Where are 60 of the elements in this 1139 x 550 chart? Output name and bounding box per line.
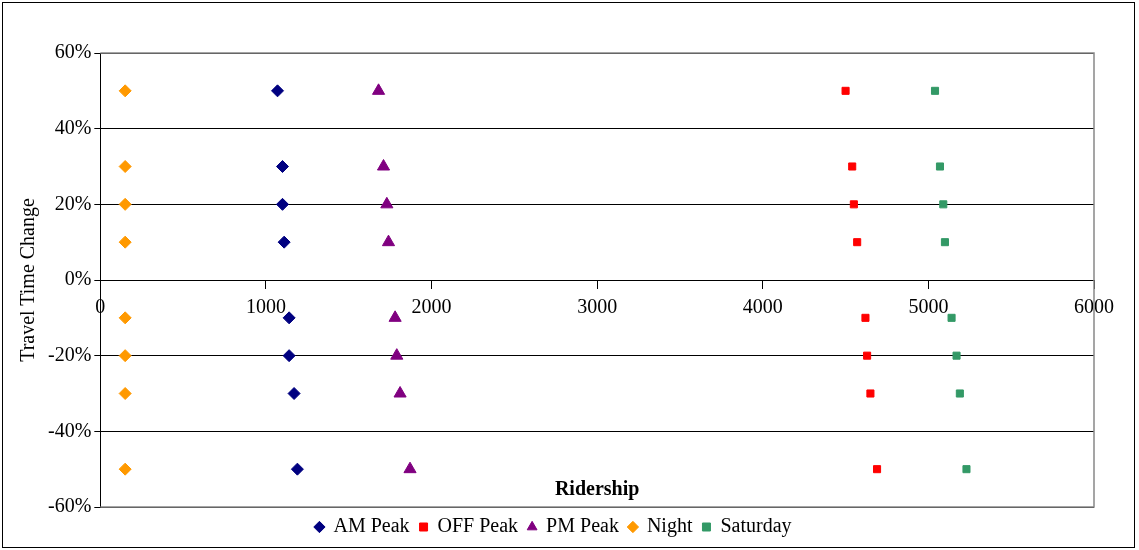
point [947, 313, 956, 322]
x-tick-label: 1000 [245, 295, 286, 318]
point [287, 387, 301, 400]
point [955, 389, 964, 398]
point [282, 349, 296, 363]
x-tick-label: 6000 [1074, 295, 1114, 318]
point [939, 200, 948, 209]
legend-label: Saturday [720, 514, 792, 538]
point [866, 389, 875, 398]
point [873, 465, 882, 474]
point [935, 162, 945, 171]
y-axis-title: Travel Time Change [16, 198, 40, 362]
point [849, 200, 858, 209]
point [962, 465, 971, 474]
point [118, 160, 132, 173]
point [277, 235, 291, 249]
point [118, 462, 132, 476]
legend-label: Night [646, 514, 693, 538]
y-tick-label: -40% [47, 418, 92, 441]
legend-label: PM Peak [546, 514, 619, 537]
y-tick-label: 0% [64, 267, 92, 290]
point [271, 84, 285, 98]
point [863, 351, 872, 360]
point [390, 348, 404, 360]
y-tick-label: 40% [54, 115, 92, 138]
point [930, 86, 940, 95]
point [118, 311, 132, 325]
x-tick-label: 5000 [908, 295, 949, 318]
x-tick-label: 2000 [411, 295, 452, 318]
x-tick-label: 3000 [577, 295, 618, 318]
point [118, 349, 132, 363]
point [861, 313, 870, 322]
legend-label: AM Peak [333, 514, 410, 537]
point [940, 238, 949, 247]
point [381, 234, 396, 247]
point [282, 311, 296, 325]
point [118, 387, 132, 400]
legend-label: OFF Peak [437, 514, 519, 537]
y-tick-label: -60% [47, 494, 92, 517]
point [388, 310, 402, 322]
point [276, 197, 289, 211]
point [118, 197, 132, 211]
y-tick-label: -20% [47, 342, 92, 365]
x-tick-label: 4000 [742, 295, 783, 318]
point [393, 386, 407, 398]
y-tick-label: 60% [54, 40, 92, 63]
point [376, 159, 391, 171]
point [403, 461, 417, 474]
x-axis-title: Ridership [554, 477, 640, 501]
point [276, 160, 289, 173]
point [853, 238, 862, 247]
point [118, 84, 132, 98]
point [371, 83, 386, 95]
point [380, 196, 394, 209]
point [841, 86, 850, 95]
point [118, 235, 132, 249]
point [290, 462, 304, 476]
y-tick-label: 20% [54, 191, 92, 214]
point [848, 162, 857, 171]
point [952, 351, 961, 360]
